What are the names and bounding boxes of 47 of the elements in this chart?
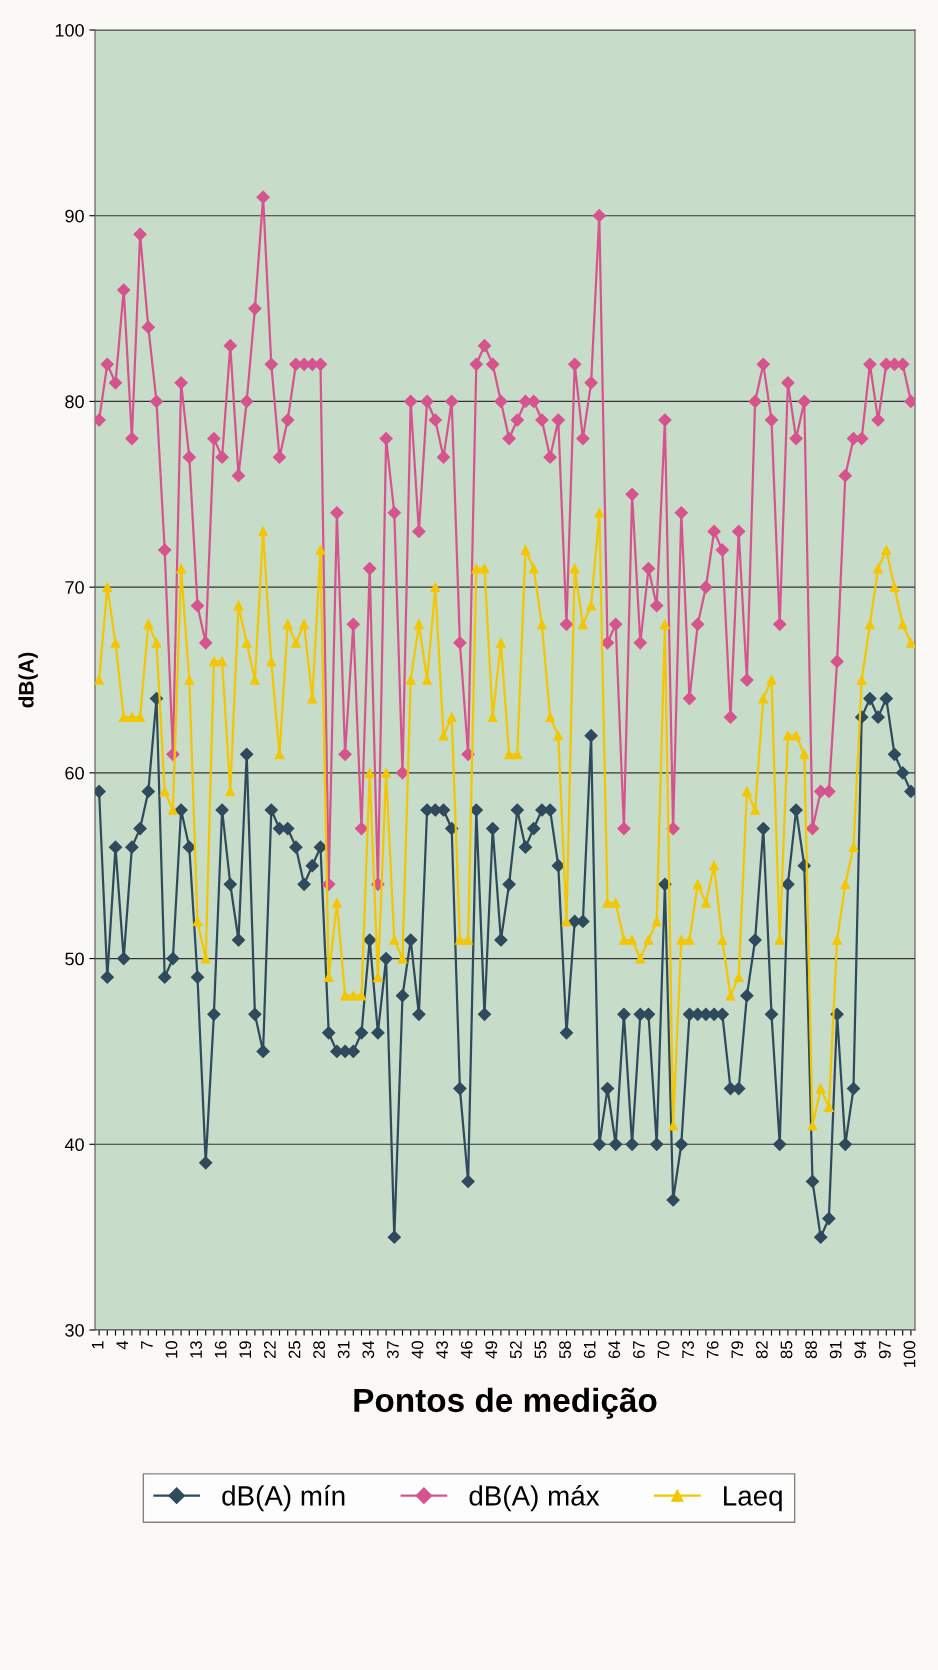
x-tick-label: 70 (657, 1341, 670, 1359)
x-tick-label: 46 (460, 1341, 473, 1359)
x-tick-label: 40 (411, 1341, 424, 1359)
x-tick-label: 34 (362, 1340, 375, 1359)
x-tick-label: 85 (780, 1341, 793, 1359)
y-tick-label: 80 (65, 395, 84, 409)
x-tick-label: 82 (755, 1341, 768, 1359)
x-tick-label: 19 (239, 1341, 252, 1358)
legend-label: dB(A) mín (222, 1484, 345, 1512)
x-tick-label: 67 (632, 1341, 645, 1359)
x-tick-label: 94 (854, 1340, 867, 1359)
legend-label: dB(A) máx (469, 1484, 600, 1512)
x-tick-label: 64 (608, 1340, 621, 1359)
x-tick-label: 13 (190, 1341, 202, 1358)
x-tick-label: 1 (91, 1341, 104, 1349)
legend-label: Laeq (724, 1486, 782, 1512)
x-axis-title: Pontos de medição (354, 1387, 657, 1419)
y-tick-label: 100 (55, 23, 84, 37)
x-tick-label: 16 (214, 1341, 227, 1358)
y-tick-label: 50 (65, 952, 84, 966)
x-tick-label: 4 (116, 1340, 129, 1350)
x-tick-label: 49 (485, 1341, 498, 1359)
x-tick-label: 58 (559, 1341, 571, 1359)
x-tick-label: 28 (313, 1341, 325, 1359)
x-tick-label: 100 (903, 1341, 916, 1367)
x-tick-label: 10 (165, 1341, 178, 1358)
x-tick-label: 61 (583, 1341, 596, 1359)
x-tick-label: 31 (337, 1341, 350, 1359)
x-tick-label: 88 (805, 1341, 817, 1359)
y-tick-label: 40 (64, 1138, 84, 1152)
x-tick-label: 55 (534, 1341, 547, 1359)
x-tick-label: 76 (706, 1341, 719, 1359)
y-tick-label: 60 (65, 766, 84, 780)
x-tick-label: 52 (509, 1341, 522, 1359)
y-tick-label: 30 (65, 1323, 84, 1337)
x-tick-label: 97 (878, 1341, 891, 1359)
x-tick-label: 37 (386, 1341, 399, 1359)
x-tick-label: 91 (829, 1341, 842, 1359)
x-tick-label: 22 (263, 1341, 276, 1359)
x-tick-label: 25 (288, 1341, 301, 1359)
x-tick-label: 79 (731, 1341, 744, 1359)
x-tick-label: 73 (682, 1341, 694, 1359)
y-tick-label: 90 (65, 209, 84, 223)
y-axis-title: dB(A) (18, 652, 38, 708)
x-tick-label: 7 (141, 1341, 153, 1349)
y-tick-label: 70 (65, 581, 84, 594)
x-tick-label: 43 (436, 1341, 448, 1359)
